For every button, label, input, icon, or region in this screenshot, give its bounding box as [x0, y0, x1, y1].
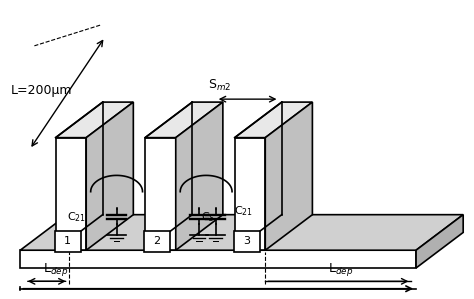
- Text: L$_{dep}$: L$_{dep}$: [328, 261, 353, 278]
- Text: L=200μm: L=200μm: [11, 84, 73, 97]
- Text: L$_{dep}$: L$_{dep}$: [43, 261, 68, 278]
- Text: 3: 3: [243, 236, 250, 246]
- Polygon shape: [55, 138, 86, 250]
- Text: S$_{m2}$: S$_{m2}$: [208, 78, 231, 93]
- Text: C$_{21}$: C$_{21}$: [67, 210, 86, 224]
- Polygon shape: [235, 102, 312, 138]
- Text: 2: 2: [154, 236, 161, 246]
- Text: C$_S$: C$_S$: [201, 210, 216, 224]
- Polygon shape: [416, 215, 463, 268]
- Polygon shape: [145, 138, 176, 250]
- Text: 1: 1: [64, 236, 71, 246]
- Text: C$_{21}$: C$_{21}$: [235, 204, 254, 218]
- Polygon shape: [265, 102, 312, 250]
- Polygon shape: [55, 102, 133, 138]
- Polygon shape: [20, 215, 463, 250]
- Polygon shape: [86, 102, 133, 250]
- Polygon shape: [235, 138, 265, 250]
- Polygon shape: [176, 102, 223, 250]
- FancyBboxPatch shape: [55, 231, 81, 252]
- FancyBboxPatch shape: [234, 231, 260, 252]
- Polygon shape: [20, 250, 416, 268]
- FancyBboxPatch shape: [144, 231, 170, 252]
- Polygon shape: [145, 102, 223, 138]
